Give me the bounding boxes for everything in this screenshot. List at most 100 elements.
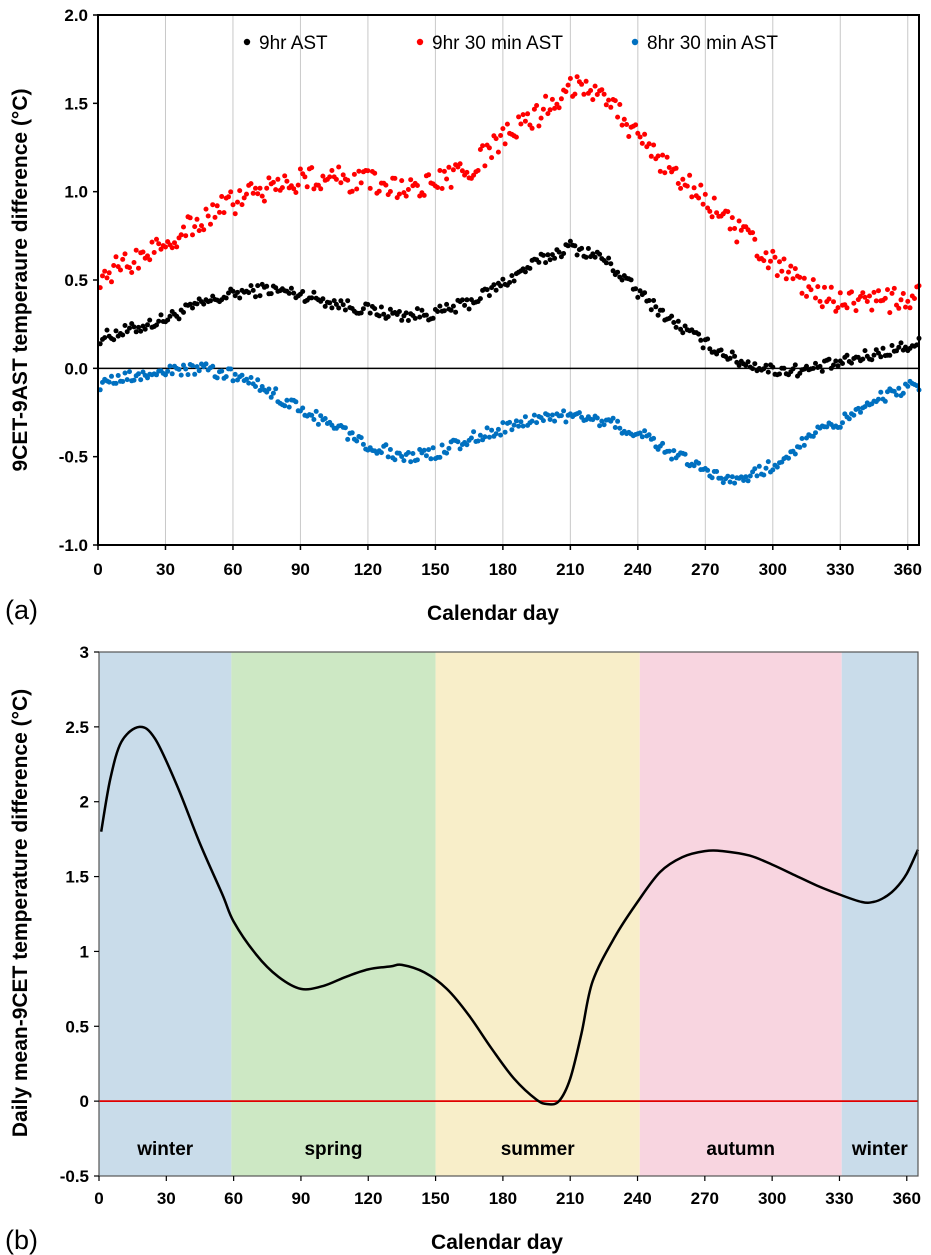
- panel-a-point: [190, 232, 195, 238]
- panel-a-point: [360, 306, 366, 312]
- panel-a-point: [244, 376, 249, 382]
- panel-a-point: [774, 273, 780, 279]
- panel-b-season-label: spring: [304, 1139, 362, 1160]
- panel-b-x-axis-label: Calendar day: [431, 1231, 563, 1254]
- panel-a-point: [896, 344, 902, 350]
- panel-a-point: [700, 345, 706, 351]
- panel-a-point: [354, 438, 360, 444]
- panel-a-point: [430, 445, 436, 451]
- panel-a-point: [831, 299, 836, 305]
- panel-a-point: [158, 246, 164, 252]
- panel-a-point: [284, 397, 290, 403]
- panel-a-point: [203, 206, 209, 212]
- panel-a-point: [300, 289, 306, 294]
- panel-a-point: [226, 290, 231, 296]
- panel-a-point: [770, 467, 776, 473]
- panel-a-point: [736, 218, 742, 224]
- panel-a-point: [365, 168, 371, 174]
- panel-a-point: [516, 423, 522, 429]
- panel-a-point: [887, 352, 893, 358]
- panel-a-point: [354, 186, 360, 192]
- panel-a-point: [819, 368, 825, 374]
- panel-a-point: [615, 114, 621, 120]
- panel-a-point: [698, 337, 704, 343]
- panel-a-point: [255, 377, 261, 383]
- panel-a-point: [441, 308, 447, 314]
- panel-a-point: [255, 191, 261, 197]
- panel-a-point: [437, 303, 443, 309]
- panel-a-point: [891, 388, 897, 394]
- panel-a-point: [138, 328, 144, 334]
- panel-a-point: [340, 172, 346, 178]
- panel-a-x-tick-label: 120: [354, 560, 382, 579]
- panel-a-point: [642, 428, 648, 434]
- panel-a-point: [522, 118, 528, 124]
- panel-a-point: [174, 244, 180, 250]
- panel-a-point: [779, 268, 785, 274]
- panel-a-point: [172, 240, 177, 246]
- panel-a-point: [781, 256, 787, 262]
- panel-a-point: [858, 409, 863, 415]
- panel-a-point: [257, 293, 263, 299]
- panel-a-point: [124, 377, 130, 383]
- panel-a-point: [673, 324, 679, 330]
- panel-a-point: [408, 459, 414, 465]
- panel-a-point: [383, 182, 389, 188]
- panel-a-point: [475, 168, 481, 173]
- panel-a-point: [235, 289, 240, 295]
- panel-a-point: [230, 378, 236, 384]
- panel-a-point: [660, 440, 666, 446]
- panel-a-point: [358, 435, 364, 441]
- panel-a-point: [905, 383, 911, 389]
- panel-b-season-label: autumn: [706, 1139, 775, 1160]
- panel-b-label: (b): [5, 1225, 38, 1255]
- panel-a-point: [376, 188, 382, 194]
- panel-a-point: [545, 412, 551, 418]
- panel-a-point: [196, 368, 202, 374]
- panel-a-point: [639, 140, 645, 146]
- panel-a-point: [691, 185, 697, 191]
- panel-a-point: [797, 370, 803, 376]
- panel-a-point: [615, 269, 621, 275]
- panel-a-point: [900, 390, 906, 396]
- panel-a-point: [127, 325, 132, 331]
- panel-a-point: [799, 290, 805, 296]
- panel-a-point: [414, 457, 420, 463]
- panel-a-point: [592, 254, 598, 260]
- panel-a-point: [709, 475, 715, 481]
- panel-a-point: [671, 320, 677, 325]
- panel-a-point: [111, 337, 117, 343]
- panel-b-x-tick-label: 0: [94, 1189, 103, 1208]
- panel-a-point: [660, 307, 666, 313]
- panel-a-y-ticks: 2.0 1.5 1.0 0.5 0.0 -0.5 -1.0: [59, 6, 98, 555]
- panel-a-point: [810, 433, 816, 439]
- panel-a-point: [106, 270, 112, 276]
- panel-a-point: [178, 232, 184, 238]
- panel-a-point: [873, 298, 879, 304]
- panel-a-point: [689, 194, 695, 200]
- panel-a-point: [889, 343, 895, 348]
- panel-a-point: [563, 419, 569, 425]
- panel-a-point: [385, 314, 391, 320]
- panel-a-point: [430, 315, 436, 321]
- panel-a-point: [187, 215, 193, 221]
- panel-a-point: [711, 195, 717, 201]
- panel-a-point: [279, 185, 285, 191]
- panel-a-point: [684, 183, 690, 189]
- panel-a-point: [549, 252, 555, 258]
- panel-a-point: [109, 279, 114, 285]
- panel-a-point: [489, 155, 495, 161]
- panel-b-x-tick-label: 90: [291, 1189, 310, 1208]
- panel-a-point: [729, 215, 735, 221]
- panel-a-point: [489, 427, 495, 433]
- panel-a-point: [529, 125, 535, 131]
- panel-a-point: [115, 373, 121, 378]
- panel-a-point: [102, 335, 108, 341]
- panel-a-point: [765, 459, 771, 465]
- panel-a-point: [426, 172, 432, 178]
- panel-a-point: [801, 442, 807, 448]
- panel-b-season-label: winter: [851, 1139, 909, 1160]
- panel-a-point: [459, 168, 465, 174]
- panel-a-point: [894, 392, 899, 398]
- panel-a-point: [783, 276, 789, 282]
